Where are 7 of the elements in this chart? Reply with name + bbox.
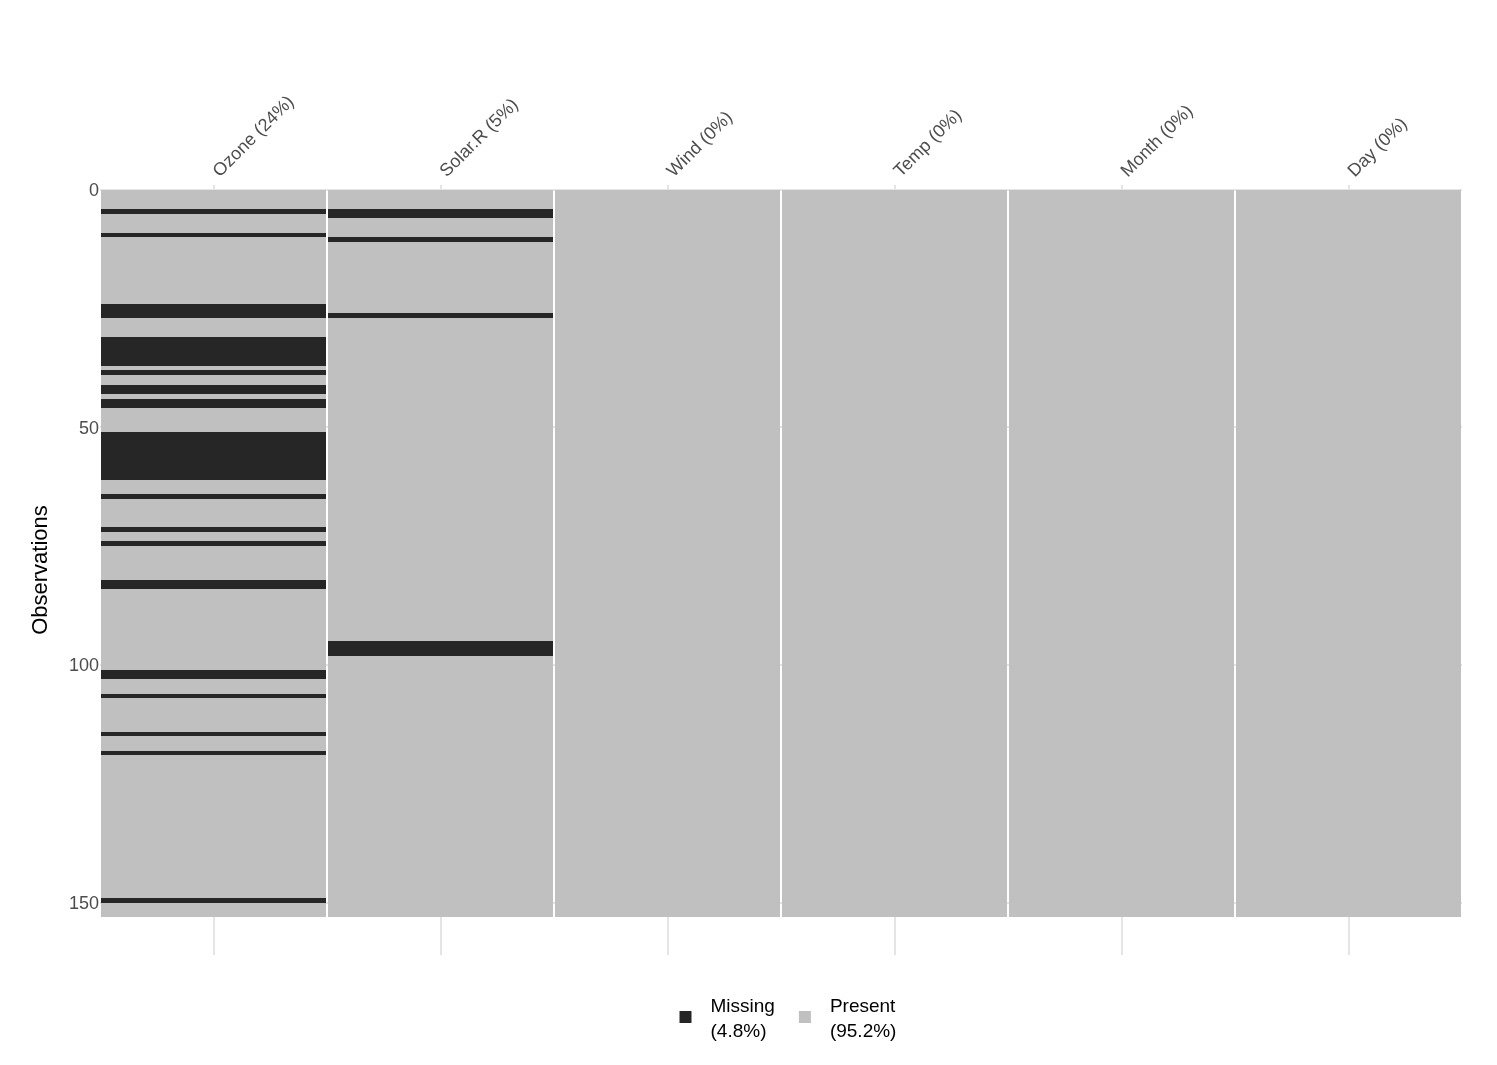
y-axis-title: Observations <box>26 505 52 635</box>
y-tick-label: 100 <box>68 655 99 676</box>
y-tick-label: 0 <box>88 180 99 201</box>
y-tick-label: 150 <box>68 893 99 914</box>
legend-label: Missing (4.8%) <box>710 995 775 1041</box>
legend-label: Present (95.2%) <box>829 995 897 1041</box>
y-tick-label: 50 <box>78 417 99 438</box>
